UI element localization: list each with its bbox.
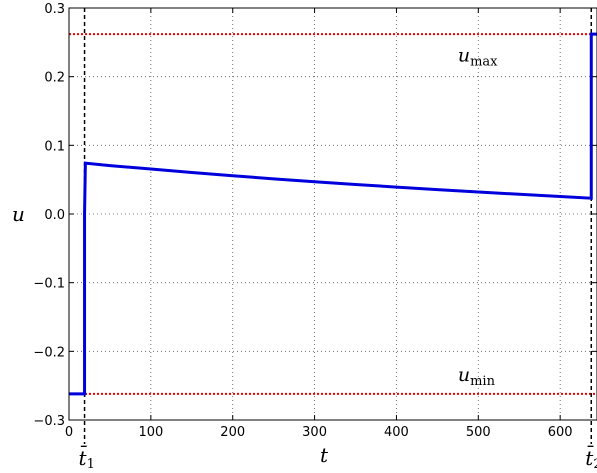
- switch-time-label-1-sub: 1: [87, 457, 95, 472]
- x-axis-label: t: [320, 443, 329, 467]
- annotation-umin: umin: [458, 364, 496, 389]
- y-tick-label-4: 0.1: [44, 139, 65, 154]
- switch-time-label-1-main: t̄: [79, 445, 88, 470]
- x-tick-label-3: 300: [302, 425, 327, 440]
- series-layer: [69, 32, 597, 396]
- x-tick-label-0: 0: [65, 425, 73, 440]
- y-tick-label-1: −0.2: [33, 345, 65, 360]
- switch-time-label-1: t̄1: [79, 445, 95, 472]
- y-tick-label-6: 0.3: [44, 2, 65, 17]
- y-tick-label-0: −0.3: [33, 414, 65, 429]
- annotation-umax-main: u: [458, 45, 470, 67]
- x-tick-label-5: 500: [466, 425, 491, 440]
- annotation-umax-sub: max: [470, 55, 498, 70]
- y-tick-label-3: 0.0: [44, 208, 65, 223]
- annotation-umax: umax: [458, 45, 498, 70]
- y-tick-label-5: 0.2: [44, 71, 65, 86]
- switch-time-label-2-sub: 2: [593, 457, 597, 472]
- y-tick-label-2: −0.1: [33, 277, 65, 292]
- y-axis-label: u: [12, 202, 25, 226]
- grid: [69, 8, 597, 420]
- ticks: 0 100 200 300 400 500 600 −0.3 −0.2 −0.1 0.0 0.1 0.2…: [33, 2, 597, 440]
- annotation-umin-main: u: [458, 364, 470, 386]
- switch-time-label-2: t̄2: [585, 445, 597, 472]
- bound-lines: [69, 33, 597, 395]
- x-tick-label-6: 600: [548, 425, 573, 440]
- x-tick-label-4: 400: [384, 425, 409, 440]
- x-tick-label-1: 100: [138, 425, 163, 440]
- x-tick-label-2: 200: [220, 425, 245, 440]
- switch-time-label-2-main: t̄: [585, 445, 594, 470]
- series-line-1: [69, 32, 597, 396]
- annotation-umin-sub: min: [470, 374, 495, 389]
